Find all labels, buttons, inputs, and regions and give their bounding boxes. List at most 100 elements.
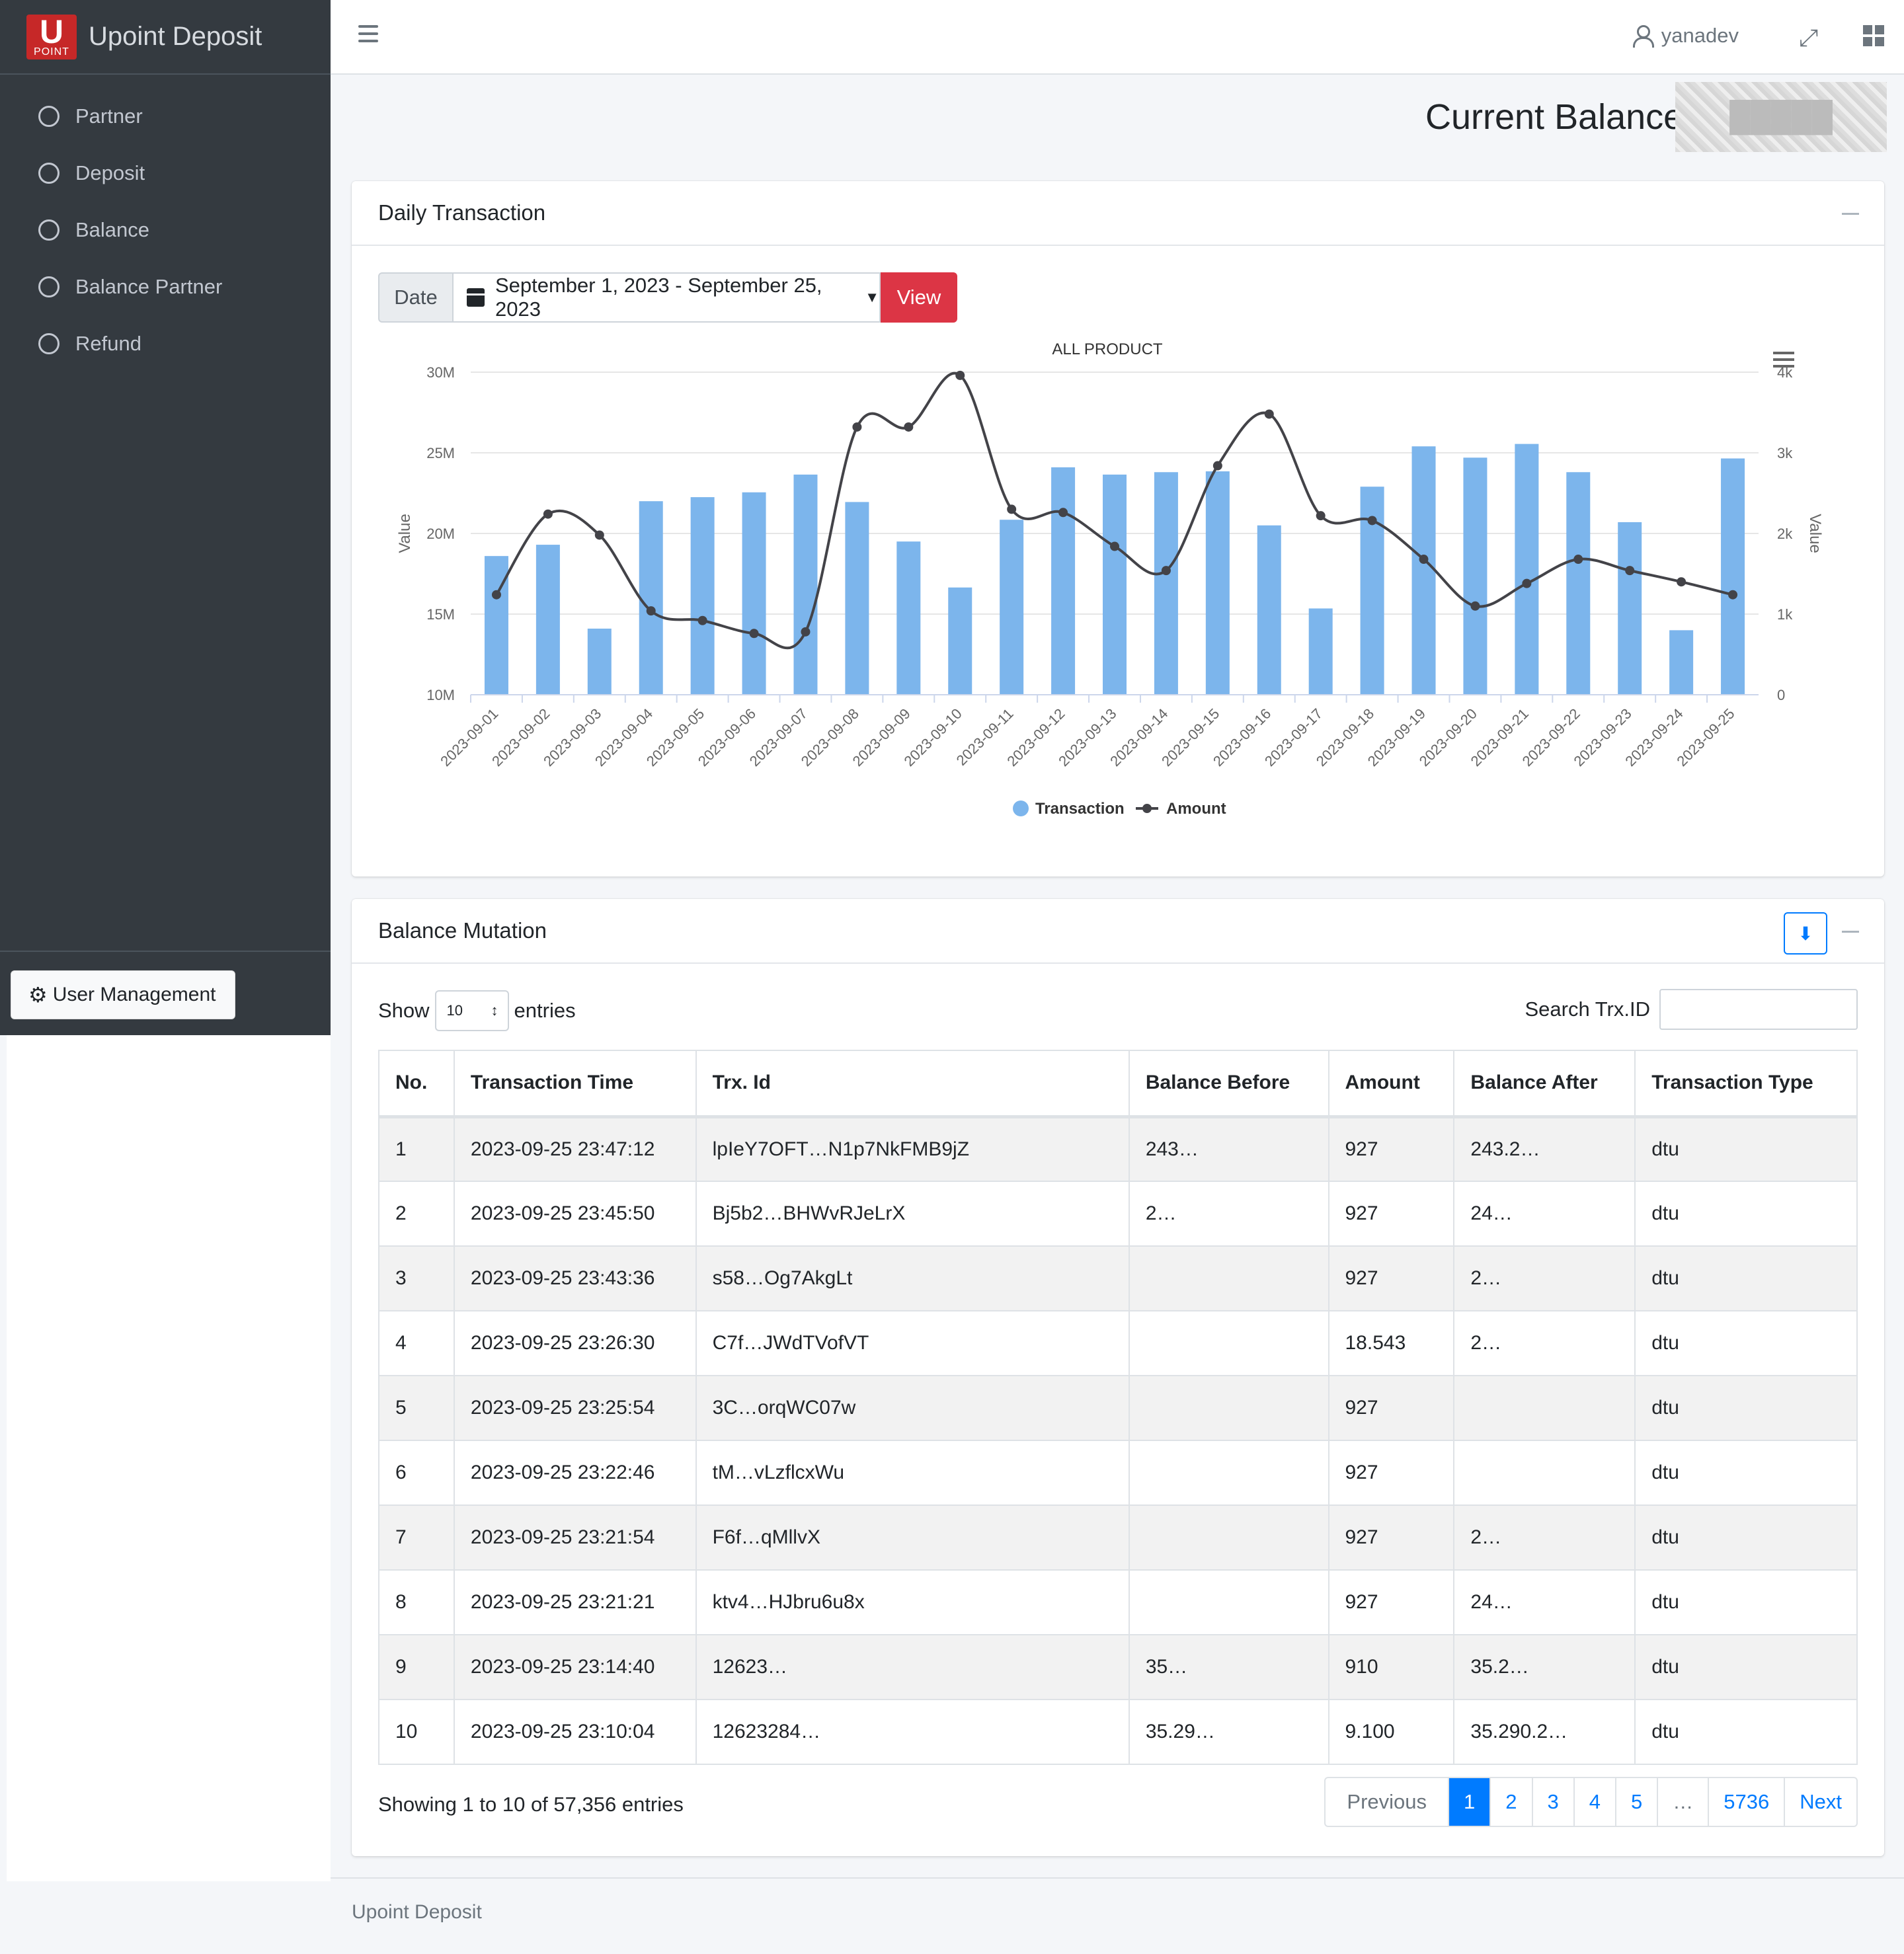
fullscreen-icon[interactable]: ⤢	[1799, 24, 1818, 51]
page-link[interactable]: 4	[1573, 1778, 1615, 1826]
table-cell: 35…	[1128, 1634, 1329, 1700]
footer-divider	[331, 1877, 1904, 1879]
table-cell: 2023-09-25 23:10:04	[453, 1699, 697, 1765]
search-filter: Search Trx.ID	[1525, 989, 1858, 1030]
amount-point	[697, 615, 707, 625]
table-cell	[1128, 1310, 1329, 1376]
entries-label: entries	[514, 999, 576, 1022]
table-cell: s58…Og7AkgLt	[695, 1245, 1130, 1311]
collapse-icon[interactable]	[1842, 213, 1859, 215]
table-cell: 927	[1328, 1505, 1455, 1571]
table-cell	[1453, 1440, 1636, 1506]
page-link[interactable]: Previous	[1347, 1790, 1427, 1813]
chart-menu-icon	[1773, 365, 1794, 368]
circle-icon	[38, 106, 60, 127]
chart-title: ALL PRODUCT	[1052, 340, 1162, 358]
table-cell: 18.543	[1328, 1310, 1455, 1376]
transaction-bar	[845, 502, 869, 695]
column-header[interactable]: Amount	[1328, 1050, 1455, 1118]
amount-point	[1625, 566, 1635, 576]
column-header[interactable]: Transaction Time	[453, 1050, 697, 1118]
date-label: Date	[378, 272, 454, 323]
column-header[interactable]: Balance After	[1453, 1050, 1636, 1118]
page-link[interactable]: Next	[1784, 1778, 1856, 1826]
download-icon[interactable]: ⬇	[1784, 912, 1827, 955]
entries-select[interactable]: 10	[434, 990, 509, 1031]
date-range-value: September 1, 2023 - September 25, 2023	[495, 274, 822, 321]
transaction-bar	[1721, 458, 1745, 695]
current-balance-title: Current Balance	[1425, 97, 1684, 137]
date-range-picker[interactable]: September 1, 2023 - September 25, 2023 ▼	[454, 272, 881, 323]
collapse-icon[interactable]	[1842, 931, 1859, 933]
gears-icon: ⚙	[28, 983, 48, 1007]
right-axis-tick: 0	[1777, 687, 1785, 703]
footer-text: Upoint Deposit	[352, 1901, 482, 1923]
column-header[interactable]: Transaction Type	[1634, 1050, 1858, 1118]
table-cell: 5	[378, 1375, 455, 1441]
brand[interactable]: U POINT Upoint Deposit	[0, 0, 331, 75]
amount-point	[1264, 409, 1274, 419]
sidebar-item-deposit[interactable]: Deposit	[0, 145, 331, 202]
view-button[interactable]: View	[881, 272, 957, 323]
column-header[interactable]: No.	[378, 1050, 455, 1118]
page-link[interactable]: 5	[1615, 1778, 1657, 1826]
calendar-icon	[467, 288, 485, 307]
page-link[interactable]: 2	[1489, 1778, 1531, 1826]
table-cell: 2023-09-25 23:22:46	[453, 1440, 697, 1506]
table-info: Showing 1 to 10 of 57,356 entries	[378, 1793, 684, 1816]
transaction-bar	[1103, 474, 1127, 695]
table-cell: dtu	[1634, 1116, 1858, 1182]
table-cell: 2023-09-25 23:14:40	[453, 1634, 697, 1700]
table-row: 7 2023-09-25 23:21:54 F6f…qMllvX 927 2… dtu	[378, 1505, 1858, 1571]
table-cell: 2023-09-25 23:47:12	[453, 1116, 697, 1182]
amount-point	[1419, 555, 1429, 565]
table-row: 9 2023-09-25 23:14:40 12623… 35… 910 35.2… dtu	[378, 1634, 1858, 1700]
sidebar-item-refund[interactable]: Refund	[0, 315, 331, 372]
transaction-bar	[1463, 457, 1488, 695]
amount-point	[904, 422, 914, 432]
user-menu[interactable]: yanadev	[1632, 24, 1739, 48]
transaction-bar	[690, 497, 715, 695]
column-header[interactable]: Balance Before	[1128, 1050, 1329, 1118]
table-row: 5 2023-09-25 23:25:54 3C…orqWC07w 927 dtu	[378, 1375, 1858, 1441]
legend-label: Amount	[1166, 800, 1226, 818]
page-link[interactable]: 3	[1531, 1778, 1573, 1826]
transaction-bar	[1000, 520, 1024, 695]
sidebar-item-balance-partner[interactable]: Balance Partner	[0, 258, 331, 315]
menu-toggle-icon[interactable]	[358, 25, 378, 47]
transaction-bar	[1515, 444, 1539, 695]
table-cell	[1128, 1505, 1329, 1571]
page-link[interactable]: 1	[1448, 1778, 1490, 1826]
show-label: Show	[378, 999, 430, 1022]
sidebar-item-label: Refund	[75, 332, 141, 355]
table-cell: 1	[378, 1116, 455, 1182]
sidebar-item-partner[interactable]: Partner	[0, 88, 331, 145]
table-cell: 4	[378, 1310, 455, 1376]
amount-point	[801, 627, 811, 637]
amount-point	[852, 422, 862, 432]
transaction-bar	[948, 587, 972, 695]
table-cell: 3C…orqWC07w	[695, 1375, 1130, 1441]
table-cell: 3	[378, 1245, 455, 1311]
table-cell: dtu	[1634, 1440, 1858, 1506]
user-management-button[interactable]: ⚙ User Management	[11, 970, 235, 1019]
amount-point	[955, 370, 965, 380]
table-cell: 2…	[1453, 1505, 1636, 1571]
transaction-bar	[742, 492, 766, 695]
column-header[interactable]: Trx. Id	[695, 1050, 1130, 1118]
amount-point	[1522, 578, 1532, 588]
table-cell: 243.2…	[1453, 1116, 1636, 1182]
page-link[interactable]: 5736	[1708, 1778, 1784, 1826]
apps-grid-icon[interactable]	[1863, 25, 1884, 46]
table-cell: 2	[378, 1181, 455, 1247]
circle-icon	[38, 276, 60, 297]
sidebar-item-balance[interactable]: Balance	[0, 202, 331, 258]
transaction-bar	[1566, 472, 1591, 695]
card-title: Daily Transaction	[378, 200, 546, 225]
transaction-bar	[1411, 446, 1436, 695]
blank-area	[7, 1035, 331, 1881]
search-input[interactable]	[1659, 989, 1858, 1030]
topbar: yanadev ⤢	[331, 0, 1904, 75]
table-cell	[1128, 1440, 1329, 1506]
